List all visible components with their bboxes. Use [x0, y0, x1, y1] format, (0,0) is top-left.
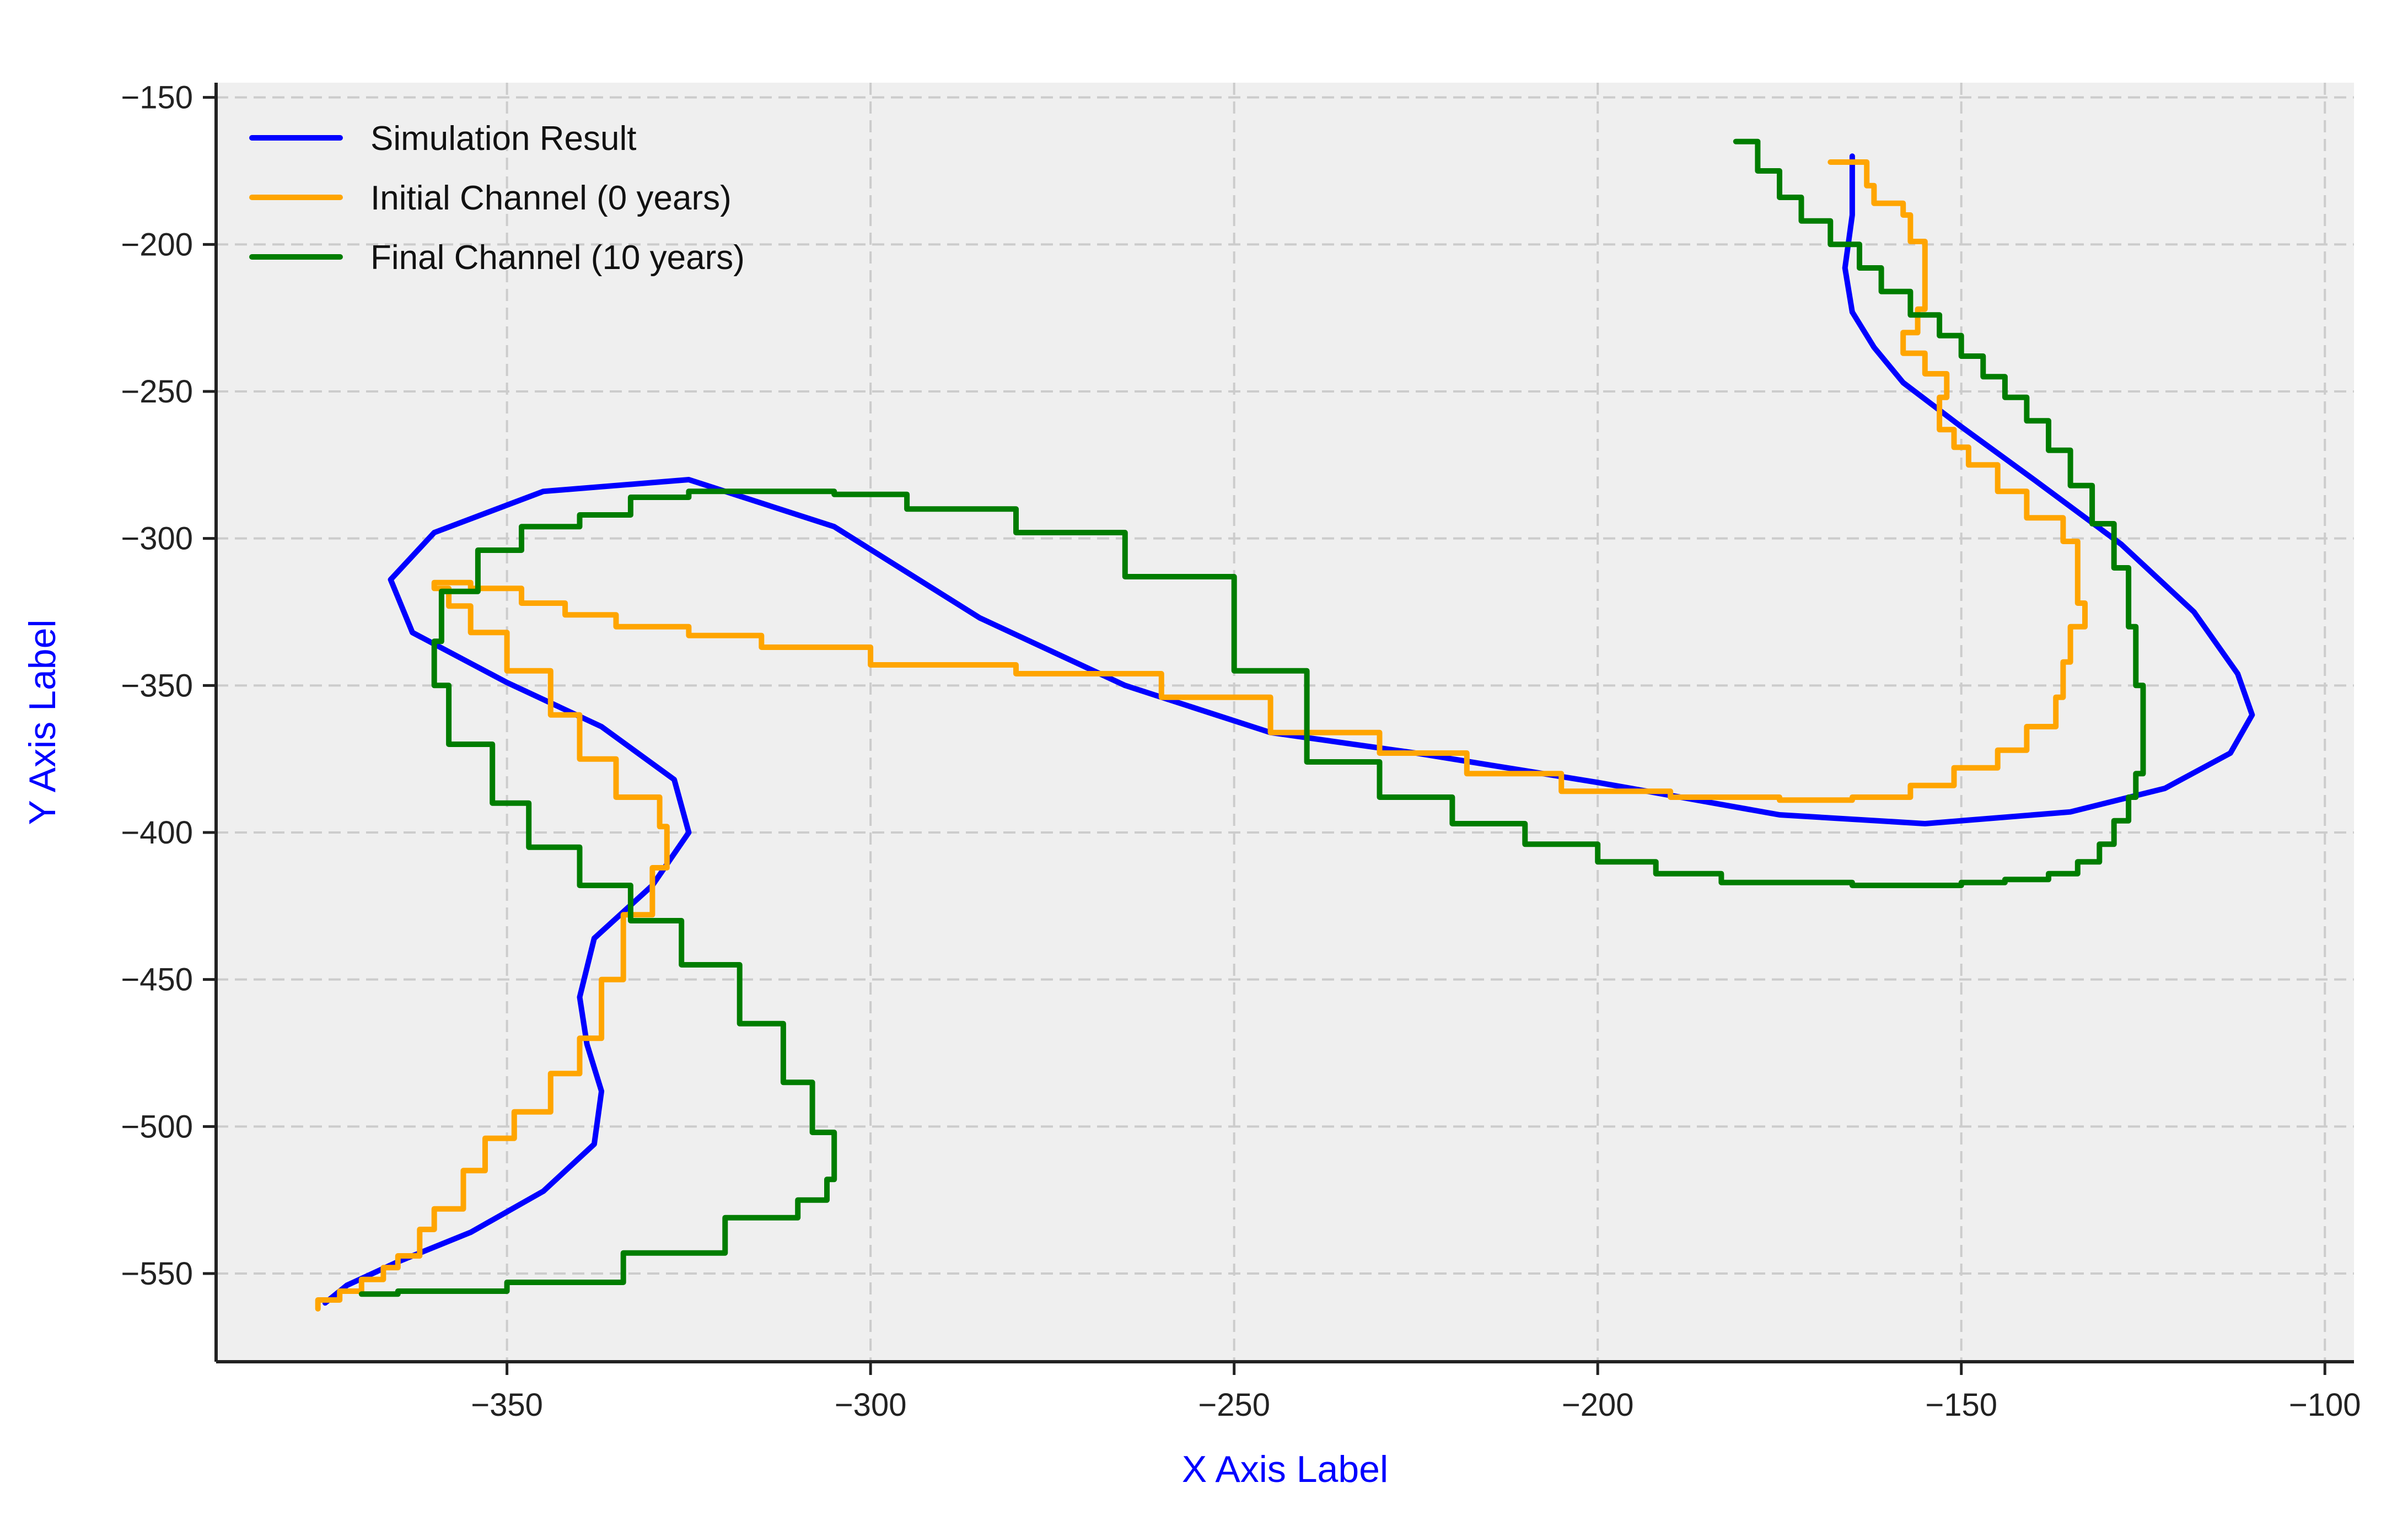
x-tick-label: −300	[835, 1387, 907, 1423]
series-line-2	[315, 159, 2088, 1312]
x-tick-label: −150	[1925, 1387, 1997, 1423]
legend-label-2: Initial Channel (0 years)	[370, 179, 732, 217]
x-tick-label: −200	[1562, 1387, 1634, 1423]
y-tick-label: −450	[121, 962, 193, 998]
y-tick-label: −400	[121, 815, 193, 851]
grid	[216, 83, 2354, 1362]
series-line-3	[358, 138, 2146, 1297]
plot-background	[216, 83, 2354, 1362]
legend: Simulation Result Initial Channel (0 year…	[249, 120, 745, 277]
x-tick-label: −350	[471, 1387, 543, 1423]
axes	[214, 83, 2354, 1363]
x-ticks: −350 −300 −250 −200 −150 −100	[471, 1362, 2361, 1423]
x-tick-label: −250	[1198, 1387, 1270, 1423]
y-tick-label: −350	[121, 668, 193, 703]
series-layer	[315, 138, 2255, 1312]
legend-label-3: Final Channel (10 years)	[370, 239, 745, 277]
y-tick-label: −550	[121, 1256, 193, 1292]
y-axis-title: Y Axis Label	[22, 619, 63, 825]
y-ticks: −150 −200 −250 −300 −350 −400 −450 −500 −550	[121, 80, 216, 1292]
y-tick-label: −250	[121, 374, 193, 410]
series-line-1	[322, 153, 2255, 1306]
legend-label-1: Simulation Result	[370, 120, 636, 158]
y-tick-label: −150	[121, 80, 193, 116]
y-tick-label: −200	[121, 227, 193, 262]
y-tick-label: −500	[121, 1109, 193, 1145]
x-axis-title: X Axis Label	[1182, 1448, 1388, 1490]
x-tick-label: −100	[2289, 1387, 2361, 1423]
y-tick-label: −300	[121, 521, 193, 557]
